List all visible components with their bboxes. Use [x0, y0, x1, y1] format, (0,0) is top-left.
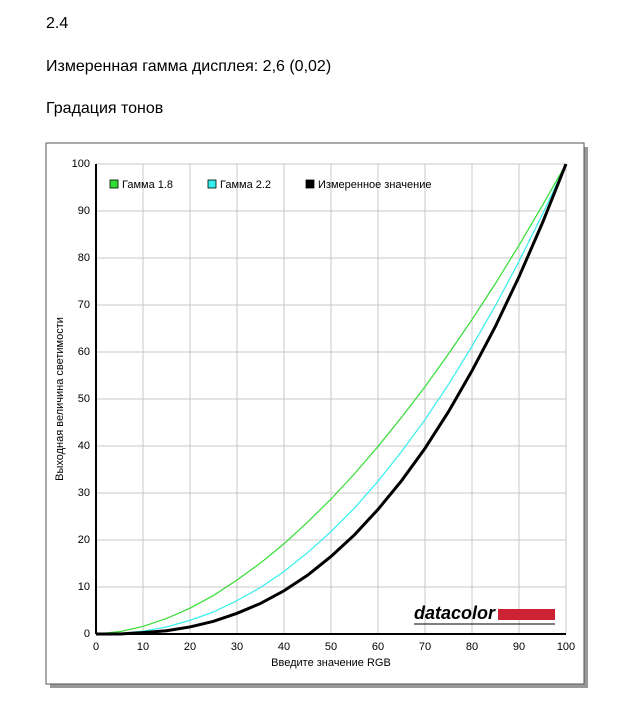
frame — [45, 142, 585, 685]
x-tick-label: 10 — [137, 641, 149, 653]
x-tick-label: 60 — [372, 641, 384, 653]
x-tick-label: 50 — [325, 641, 337, 653]
y-tick-label: 20 — [78, 534, 90, 546]
y-tick-label: 30 — [78, 487, 90, 499]
x-tick-label: 40 — [278, 641, 290, 653]
x-axis-label: Введите значение RGB — [271, 657, 391, 669]
x-tick-label: 0 — [93, 641, 99, 653]
legend-swatch — [207, 179, 217, 189]
measured-gamma: Измеренная гамма дисплея: 2,6 (0,02) — [46, 58, 332, 75]
y-tick-label: 50 — [78, 393, 90, 405]
y-tick-label: 60 — [78, 346, 90, 358]
y-tick-label: 10 — [78, 581, 90, 593]
section-title: Градация тонов — [46, 100, 164, 117]
line — [96, 163, 568, 636]
line — [95, 163, 567, 635]
heading: 2.4 — [46, 15, 69, 32]
legend-label: Измеренное значение — [318, 179, 432, 191]
legend-swatch — [109, 179, 119, 189]
y-tick-label: 90 — [78, 205, 90, 217]
y-tick-label: 40 — [78, 440, 90, 452]
legend-label: Гамма 1.8 — [122, 179, 173, 191]
logo-text: datacolor — [414, 603, 496, 623]
line — [95, 163, 567, 635]
y-axis-label: Выходная величина светимости — [54, 317, 66, 481]
x-tick-label: 100 — [557, 641, 575, 653]
legend-label: Гамма 2.2 — [220, 179, 271, 191]
x-tick-label: 20 — [184, 641, 196, 653]
y-tick-label: 80 — [78, 252, 90, 264]
y-tick-label: 100 — [72, 158, 90, 170]
y-tick-label: 70 — [78, 299, 90, 311]
logo-bar — [498, 609, 555, 620]
x-tick-label: 70 — [419, 641, 431, 653]
x-tick-label: 30 — [231, 641, 243, 653]
y-tick-label: 0 — [84, 628, 90, 640]
x-tick-label: 80 — [466, 641, 478, 653]
x-tick-label: 90 — [513, 641, 525, 653]
legend-swatch — [305, 179, 315, 189]
